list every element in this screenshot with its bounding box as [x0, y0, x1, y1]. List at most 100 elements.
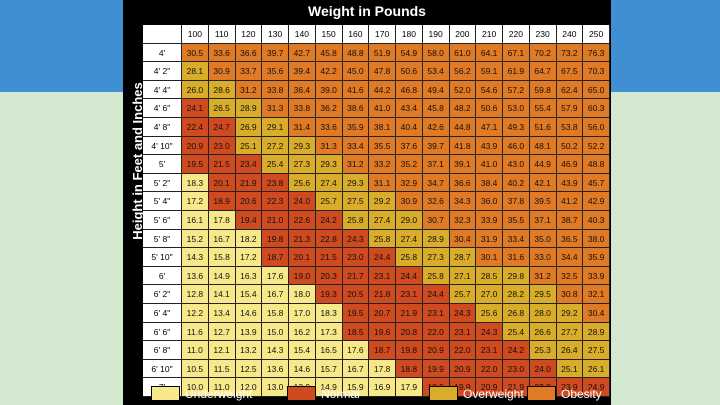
bmi-cell: 18.9 [208, 192, 236, 211]
bmi-cell: 41.0 [476, 155, 503, 174]
bmi-cell: 20.9 [476, 378, 503, 397]
bmi-cell: 43.9 [476, 136, 503, 156]
bmi-cell: 14.6 [235, 304, 263, 323]
bmi-cell: 59.1 [476, 62, 503, 81]
bmi-cell: 26.8 [503, 304, 530, 323]
bmi-cell: 33.4 [342, 136, 370, 156]
bmi-cell: 25.8 [422, 266, 450, 286]
bmi-cell: 22.3 [262, 192, 289, 211]
bmi-cell: 62.4 [556, 80, 584, 100]
bmi-cell: 19.8 [396, 341, 423, 360]
bmi-cell: 25.8 [396, 248, 423, 267]
bmi-cell: 34.4 [556, 248, 584, 267]
bmi-cell: 33.2 [369, 155, 396, 174]
bmi-cell: 31.6 [503, 248, 530, 267]
bmi-cell: 17.3 [315, 322, 343, 342]
bmi-cell: 20.1 [208, 173, 236, 193]
bmi-cell: 16.9 [369, 378, 396, 397]
bmi-cell: 15.2 [182, 229, 209, 249]
bmi-cell: 25.1 [556, 359, 584, 379]
bmi-cell: 23.1 [396, 285, 423, 304]
bmi-cell: 38.7 [556, 211, 584, 230]
bmi-cell: 35.9 [342, 118, 370, 137]
weight-header: 110 [208, 25, 236, 44]
weight-header: 180 [396, 25, 423, 44]
bmi-cell: 22.4 [182, 118, 209, 137]
bmi-cell: 23.0 [503, 359, 530, 379]
bmi-cell: 33.9 [583, 266, 610, 286]
bmi-cell: 31.2 [235, 80, 263, 100]
bmi-cell: 13.4 [208, 304, 236, 323]
bmi-cell: 36.4 [289, 80, 316, 100]
bmi-cell: 45.8 [315, 43, 343, 63]
bmi-cell: 25.6 [476, 304, 503, 323]
bmi-cell: 27.0 [476, 285, 503, 304]
bmi-cell: 19.6 [369, 322, 396, 342]
bmi-cell: 26.4 [556, 341, 584, 360]
bmi-cell: 40.2 [503, 173, 530, 193]
bmi-cell: 44.2 [369, 80, 396, 100]
bmi-cell: 30.9 [396, 192, 423, 211]
weight-header: 130 [262, 25, 289, 44]
bmi-cell: 56.0 [583, 118, 610, 137]
bmi-cell: 47.8 [369, 62, 396, 81]
bmi-cell: 17.9 [396, 378, 423, 397]
bmi-cell: 43.4 [396, 99, 423, 118]
bmi-cell: 31.1 [369, 173, 396, 193]
weight-header: 200 [449, 25, 477, 44]
bmi-cell: 30.5 [182, 43, 209, 63]
bmi-cell: 54.6 [476, 80, 503, 100]
bmi-cell: 26.0 [182, 80, 209, 100]
bmi-cell: 48.1 [529, 136, 557, 156]
bmi-cell: 64.7 [529, 62, 557, 81]
bmi-cell: 24.2 [315, 211, 343, 230]
bmi-cell: 73.2 [556, 43, 584, 63]
bmi-cell: 25.7 [449, 285, 477, 304]
bmi-cell: 41.8 [449, 136, 477, 156]
bmi-cell: 20.9 [422, 341, 450, 360]
bmi-cell: 23.4 [235, 155, 263, 174]
bmi-cell: 50.6 [396, 62, 423, 81]
bmi-cell: 70.3 [583, 62, 610, 81]
bmi-cell: 21.5 [208, 155, 236, 174]
bmi-cell: 13.6 [262, 359, 289, 379]
bmi-cell: 35.9 [583, 248, 610, 267]
bmi-table: 100 110 120 130 140 150 160 170 180 190 200 210 220 2… [143, 25, 610, 397]
weight-header: 150 [315, 25, 343, 44]
bmi-cell: 43.0 [503, 155, 530, 174]
bmi-cell: 46.9 [556, 155, 584, 174]
bmi-cell: 27.5 [342, 192, 370, 211]
bmi-cell: 27.2 [262, 136, 289, 156]
bmi-cell: 27.4 [369, 211, 396, 230]
bmi-cell: 18.2 [235, 229, 263, 249]
bmi-cell: 28.7 [449, 248, 477, 267]
bmi-cell: 25.8 [342, 211, 370, 230]
height-label: 4' 8" [143, 118, 182, 137]
weight-header: 170 [369, 25, 396, 44]
bmi-cell: 24.4 [422, 285, 450, 304]
height-label: 5' 8" [143, 229, 182, 249]
bmi-cell: 30.4 [449, 229, 477, 249]
bmi-cell: 24.3 [449, 304, 477, 323]
bmi-cell: 14.9 [315, 378, 343, 397]
weight-header: 120 [235, 25, 263, 44]
bmi-cell: 24.3 [342, 229, 370, 249]
bmi-cell: 33.6 [315, 118, 343, 137]
bmi-cell: 35.2 [396, 155, 423, 174]
bmi-cell: 29.3 [315, 155, 343, 174]
bmi-cell: 32.3 [449, 211, 477, 230]
bmi-cell: 17.6 [342, 341, 370, 360]
bmi-cell: 39.7 [422, 136, 450, 156]
bmi-cell: 12.1 [208, 341, 236, 360]
bmi-cell: 51.6 [529, 118, 557, 137]
bmi-cell: 42.1 [529, 173, 557, 193]
bmi-cell: 48.8 [583, 155, 610, 174]
bmi-cell: 23.1 [369, 266, 396, 286]
bmi-cell: 23.8 [262, 173, 289, 193]
legend-swatch [287, 386, 316, 401]
bmi-cell: 33.8 [289, 99, 316, 118]
bmi-cell: 23.1 [449, 322, 477, 342]
height-label: 5' 4" [143, 192, 182, 211]
bmi-cell: 20.5 [342, 285, 370, 304]
bmi-cell: 67.1 [503, 43, 530, 63]
